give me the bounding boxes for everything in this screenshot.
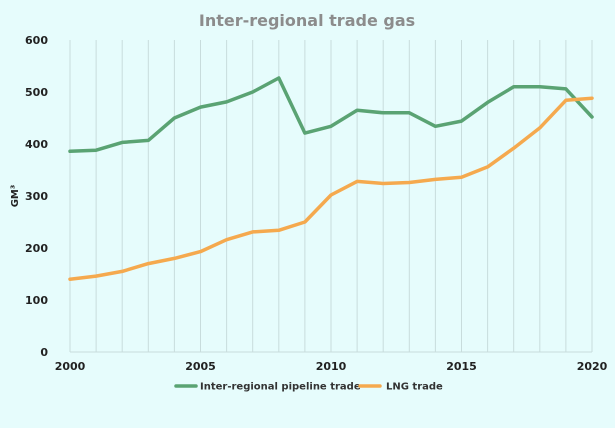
series-lines <box>68 76 594 281</box>
y-axis-label: GM³ <box>10 185 21 208</box>
y-tick-label: 100 <box>25 294 48 307</box>
x-tick-label: 2015 <box>446 360 477 373</box>
tick-labels: 0 100 200 300 400 500 600 2000 2005 2010 2015 2020 <box>25 34 608 373</box>
legend: Inter-regional pipeline trade LNG trade <box>174 382 443 393</box>
x-tick-label: 2010 <box>316 360 347 373</box>
y-tick-label: 600 <box>25 34 48 47</box>
y-tick-label: 200 <box>25 242 48 255</box>
chart-title: Inter-regional trade gas <box>199 11 415 30</box>
series-line-pipeline <box>68 76 594 154</box>
y-tick-label: 0 <box>40 346 48 359</box>
x-tick-label: 2020 <box>577 360 608 373</box>
y-tick-label: 300 <box>25 190 48 203</box>
grid-lines <box>69 40 593 352</box>
y-tick-label: 500 <box>25 86 48 99</box>
x-tick-label: 2005 <box>185 360 216 373</box>
x-tick-label: 2000 <box>55 360 86 373</box>
y-tick-label: 400 <box>25 138 48 151</box>
legend-label: Inter-regional pipeline trade <box>200 382 361 393</box>
legend-label: LNG trade <box>386 382 443 393</box>
series-line-lng <box>68 96 594 281</box>
